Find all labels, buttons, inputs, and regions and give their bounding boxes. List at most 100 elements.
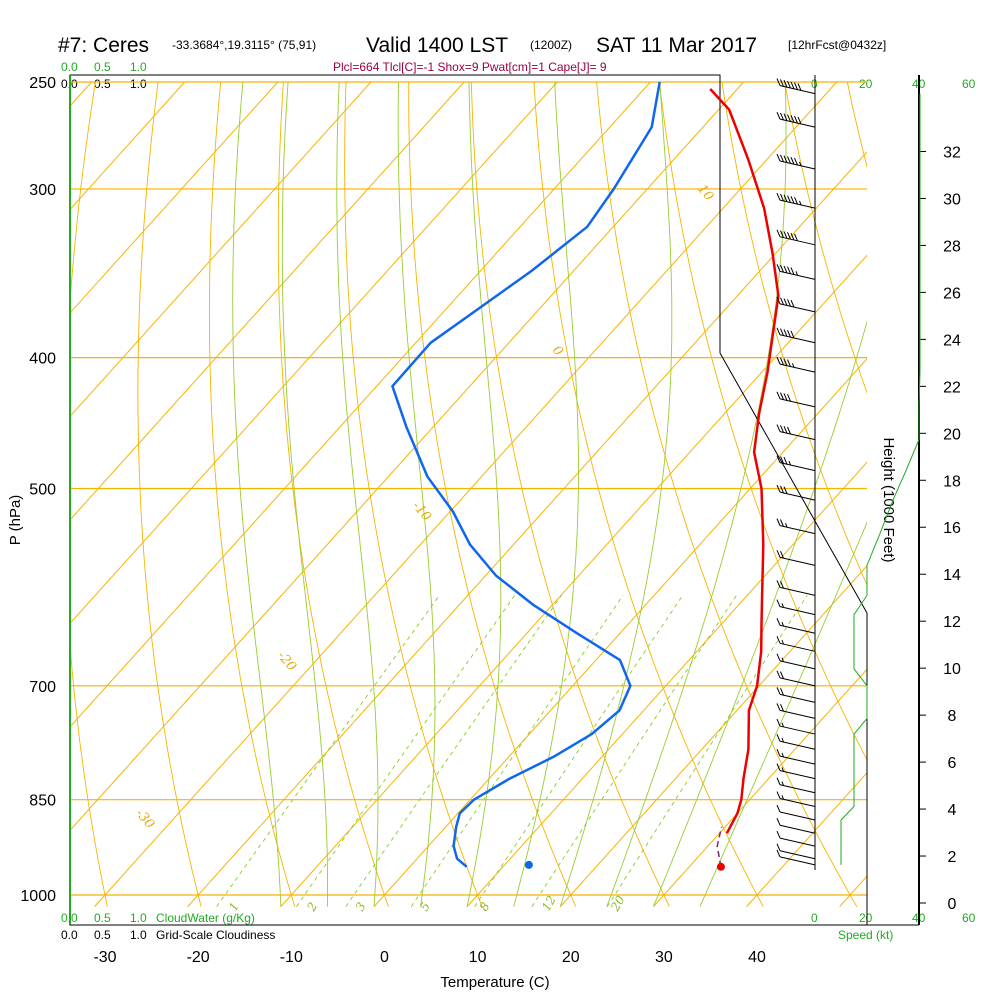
wind-barb-flag <box>780 485 784 494</box>
wind-barb-flag <box>783 486 788 494</box>
wind-barb <box>779 677 816 687</box>
dry-adiabat-line <box>408 82 577 907</box>
wind-barb-half <box>788 460 791 466</box>
wind-barb-half <box>781 781 784 786</box>
isotherm-label: 10 <box>694 182 716 204</box>
wind-barb-flag <box>780 519 784 527</box>
wind-barb-flag <box>787 232 791 240</box>
wind-barb <box>779 334 816 344</box>
height-tick-label: 16 <box>943 520 961 537</box>
isotherm-line <box>70 81 558 625</box>
temperature-profile <box>709 88 780 834</box>
wind-barb-flag <box>794 196 798 205</box>
dry-adiabat-line <box>70 81 108 907</box>
location-text: -33.3684°,19.3115° (75,91) <box>172 38 316 52</box>
x-axis-label: Temperature (C) <box>440 974 549 991</box>
pressure-tick-label: 1000 <box>20 888 56 905</box>
wind-barb-half <box>781 621 784 627</box>
wind-barb-flag <box>783 298 788 306</box>
svg-text:Grid-Scale Cloudiness: Grid-Scale Cloudiness <box>156 928 275 942</box>
wind-barb-flag <box>776 356 781 365</box>
background-lines: 100-10-20-300102030123581220 <box>70 81 867 914</box>
x-tick-label: -10 <box>280 949 303 966</box>
wind-barb-flag <box>783 231 788 239</box>
wind-barb-half <box>781 639 784 645</box>
wind-barb-flag <box>790 157 795 165</box>
plot-frame <box>69 74 920 926</box>
wind-barb-half <box>792 363 795 368</box>
wind-barb-flag <box>776 599 781 607</box>
wind-barb <box>779 303 816 313</box>
moist-adiabat-line <box>232 81 282 907</box>
wind-barb <box>779 798 816 808</box>
isotherm-line <box>70 81 744 832</box>
wind-barb-flag <box>776 327 781 335</box>
wind-barb-flag <box>780 297 784 305</box>
wind-barb-flag <box>783 329 788 337</box>
moist-adiabat-line <box>652 320 867 907</box>
wind-barb-flag <box>783 113 788 121</box>
moist-adiabat-line <box>397 81 436 907</box>
height-axis-label: Height (1000 Feet) <box>880 437 897 562</box>
axis-ticks: -30 -20 -10 0 10 20 30 402503004005007008501000… <box>20 75 961 966</box>
wind-barb-flag <box>783 358 788 366</box>
wind-barb <box>779 824 816 834</box>
wind-barb-flag <box>776 296 781 305</box>
wind-barb-flag <box>780 687 784 696</box>
mixing-ratio-line <box>474 595 684 907</box>
wind-barb-half <box>781 767 784 772</box>
wind-barb-half <box>781 752 784 758</box>
params-text: Plcl=664 Tlcl[C]=-1 Shox=9 Pwat[cm]=1 Ca… <box>333 60 607 74</box>
wind-barb-flag <box>776 580 781 588</box>
isotherm-line <box>559 565 867 907</box>
svg-text:0.5: 0.5 <box>94 77 111 91</box>
wind-barb-flag <box>787 359 791 367</box>
wind-barb-flag <box>790 330 795 339</box>
wind-barb-flag <box>776 687 781 695</box>
x-tick-label: 0 <box>380 949 389 966</box>
dry-adiabat-line <box>784 81 867 395</box>
wind-barb-half <box>795 271 798 276</box>
moist-adiabat-line <box>559 81 673 907</box>
wind-barb-flag <box>776 518 781 526</box>
y-axis-label: P (hPa) <box>7 495 24 546</box>
wind-barb-half <box>781 657 784 662</box>
pressure-tick-label: 300 <box>29 182 56 199</box>
surface-temperature-dot <box>716 862 725 871</box>
dry-adiabat-line <box>596 81 858 907</box>
wind-barb <box>779 784 816 794</box>
wind-barb-flag <box>780 328 784 336</box>
wind-barb-flag <box>776 111 781 120</box>
height-tick-label: 8 <box>948 708 957 725</box>
wind-barbs <box>776 78 921 866</box>
wind-barb-flag <box>780 704 784 712</box>
wind-barb-flag <box>780 230 784 238</box>
wind-barb <box>779 642 816 652</box>
wind-barb-flag <box>776 153 781 162</box>
wind-barb-flag <box>780 357 784 366</box>
isotherm-line <box>70 81 372 418</box>
svg-text:0.5: 0.5 <box>94 60 111 74</box>
wind-barb-flag <box>776 192 781 201</box>
x-tick-label: 20 <box>562 949 580 966</box>
wind-barb-flag <box>783 265 788 274</box>
wind-barb-flag <box>776 618 781 626</box>
svg-text:20: 20 <box>859 77 873 91</box>
wind-barb <box>779 725 816 735</box>
wind-barb <box>779 462 816 472</box>
moist-adiabat-line <box>281 81 329 907</box>
parcel-path <box>716 826 723 867</box>
wind-barb-flag <box>794 115 798 124</box>
height-tick-label: 20 <box>943 426 961 443</box>
wind-barb-half <box>785 523 788 528</box>
wind-barb-flag <box>776 484 781 493</box>
svg-text:1.0: 1.0 <box>130 928 147 942</box>
pressure-tick-label: 850 <box>29 793 56 810</box>
wind-barb-flag <box>794 82 798 90</box>
wind-barb-flag <box>780 671 784 679</box>
wind-barb-half <box>781 795 784 800</box>
wind-barb-flag <box>780 425 784 433</box>
wind-barb-flag <box>776 424 781 432</box>
isotherm-line <box>70 81 465 521</box>
wind-barb-flag <box>787 394 791 402</box>
